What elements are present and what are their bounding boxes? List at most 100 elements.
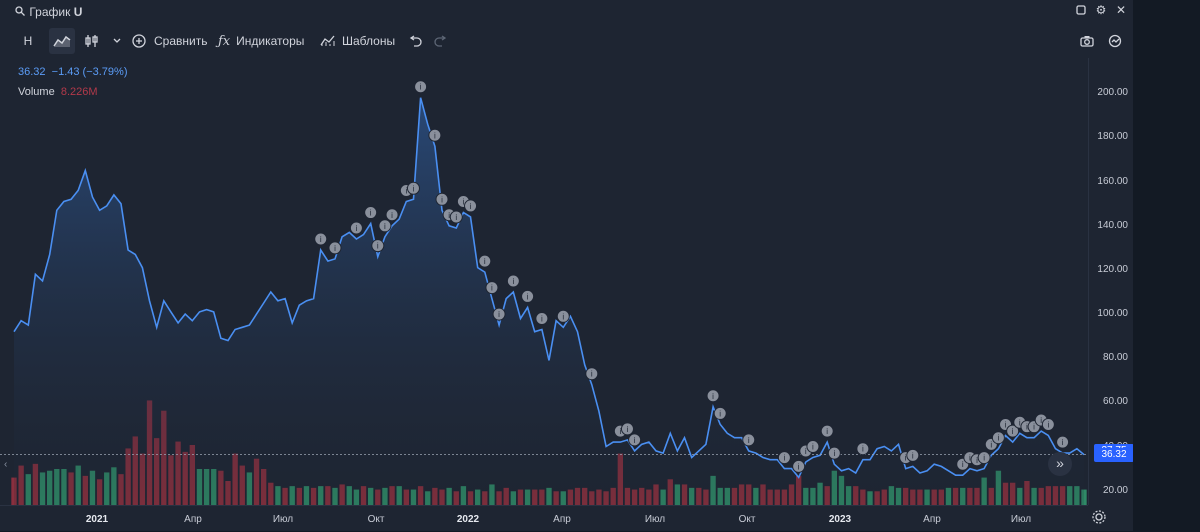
event-marker[interactable]: i <box>349 221 363 235</box>
event-marker[interactable]: i <box>1006 424 1020 438</box>
svg-text:i: i <box>619 427 621 436</box>
svg-text:i: i <box>634 436 636 445</box>
undo-button[interactable] <box>408 28 422 54</box>
svg-text:i: i <box>719 409 721 418</box>
x-tick-label: Апр <box>553 514 571 525</box>
event-marker[interactable]: i <box>713 406 727 420</box>
event-marker[interactable]: i <box>856 442 870 456</box>
x-tick-label: Окт <box>367 514 385 525</box>
event-marker[interactable]: i <box>492 307 506 321</box>
svg-text:i: i <box>627 425 629 434</box>
event-marker[interactable]: i <box>371 239 385 253</box>
event-marker[interactable]: i <box>556 309 570 323</box>
event-marker[interactable]: i <box>314 232 328 246</box>
publish-icon <box>1108 34 1122 48</box>
svg-text:i: i <box>976 456 978 465</box>
event-marker[interactable]: i <box>449 210 463 224</box>
camera-button[interactable] <box>1080 28 1094 54</box>
redo-icon <box>434 35 447 47</box>
svg-text:i: i <box>455 213 457 222</box>
area-chart-button[interactable] <box>49 28 75 54</box>
event-marker[interactable]: i <box>742 433 756 447</box>
maximize-icon[interactable] <box>1075 4 1087 16</box>
svg-text:i: i <box>712 392 714 401</box>
event-marker[interactable]: i <box>414 80 428 94</box>
settings-icon[interactable] <box>1092 510 1112 528</box>
chart-window: График U ⚙ ✕ Н Сравнить ƒx Индикаторы <box>0 0 1134 532</box>
undo-icon <box>409 35 422 47</box>
svg-text:i: i <box>413 184 415 193</box>
event-marker[interactable]: i <box>806 440 820 454</box>
svg-text:i: i <box>826 427 828 436</box>
right-side-panel <box>1133 0 1200 531</box>
svg-text:i: i <box>498 310 500 319</box>
event-marker[interactable]: i <box>435 192 449 206</box>
interval-button[interactable]: Н <box>23 34 33 48</box>
svg-text:i: i <box>1033 423 1035 432</box>
svg-text:i: i <box>512 277 514 286</box>
event-marker[interactable]: i <box>464 199 478 213</box>
candles-icon <box>85 35 98 47</box>
event-marker[interactable]: i <box>827 446 841 460</box>
compare-button[interactable]: Сравнить <box>132 28 207 54</box>
publish-button[interactable] <box>1108 28 1122 54</box>
function-icon: ƒx <box>218 33 231 49</box>
svg-text:i: i <box>448 211 450 220</box>
price-axis[interactable]: 200.00 180.00 160.00 140.00 120.00 100.00 80.0… <box>1088 58 1134 505</box>
scroll-left-icon[interactable]: ‹ <box>4 459 8 470</box>
x-tick-label: Апр <box>923 514 941 525</box>
candles-button[interactable] <box>84 28 100 54</box>
redo-button[interactable] <box>434 28 448 54</box>
event-marker[interactable]: i <box>378 219 392 233</box>
svg-text:i: i <box>990 440 992 449</box>
event-marker[interactable]: i <box>906 448 920 462</box>
svg-text:i: i <box>1062 438 1064 447</box>
volume-value: 8.226M <box>60 86 98 98</box>
symbol-label[interactable]: U <box>73 5 83 19</box>
compare-label: Сравнить <box>154 34 208 48</box>
event-marker[interactable]: i <box>1056 435 1070 449</box>
event-marker[interactable]: i <box>792 459 806 473</box>
event-marker[interactable]: i <box>364 206 378 220</box>
event-marker[interactable]: i <box>406 181 420 195</box>
svg-text:i: i <box>405 186 407 195</box>
event-marker[interactable]: i <box>977 451 991 465</box>
svg-text:i: i <box>862 445 864 454</box>
y-tick-label: 120.00 <box>1097 263 1128 275</box>
event-marker[interactable]: i <box>1041 417 1055 431</box>
gear-icon[interactable]: ⚙ <box>1095 3 1107 17</box>
window-controls: ⚙ ✕ <box>1075 4 1127 16</box>
svg-text:i: i <box>912 451 914 460</box>
event-marker[interactable]: i <box>478 254 492 268</box>
event-marker[interactable]: i <box>506 274 520 288</box>
indicators-button[interactable]: ƒx Индикаторы <box>218 28 304 54</box>
event-marker[interactable]: i <box>991 431 1005 445</box>
svg-text:i: i <box>384 222 386 231</box>
y-tick-label: 200.00 <box>1097 87 1128 99</box>
event-marker[interactable]: i <box>628 433 642 447</box>
event-marker[interactable]: i <box>428 128 442 142</box>
event-marker[interactable]: i <box>485 281 499 295</box>
event-marker[interactable]: i <box>385 208 399 222</box>
svg-text:i: i <box>1019 418 1021 427</box>
time-axis[interactable]: 2021 Апр Июл Окт 2022 Апр Июл Окт 2023 Апр Июл <box>0 505 1106 532</box>
svg-text:i: i <box>748 436 750 445</box>
search-icon[interactable] <box>15 5 26 19</box>
event-marker[interactable]: i <box>328 241 342 255</box>
event-marker[interactable]: i <box>706 389 720 403</box>
event-marker[interactable]: i <box>521 289 535 303</box>
chevron-down-icon[interactable] <box>112 28 122 54</box>
svg-text:i: i <box>962 460 964 469</box>
event-marker[interactable]: i <box>535 312 549 326</box>
templates-button[interactable]: Шаблоны <box>320 28 395 54</box>
event-marker[interactable]: i <box>585 367 599 381</box>
event-marker[interactable]: i <box>777 451 791 465</box>
x-tick-label: Июл <box>272 514 294 525</box>
event-marker[interactable]: i <box>820 424 834 438</box>
scroll-to-realtime-button[interactable]: » <box>1048 452 1072 476</box>
close-icon[interactable]: ✕ <box>1115 3 1127 17</box>
event-marker[interactable]: i <box>620 422 634 436</box>
